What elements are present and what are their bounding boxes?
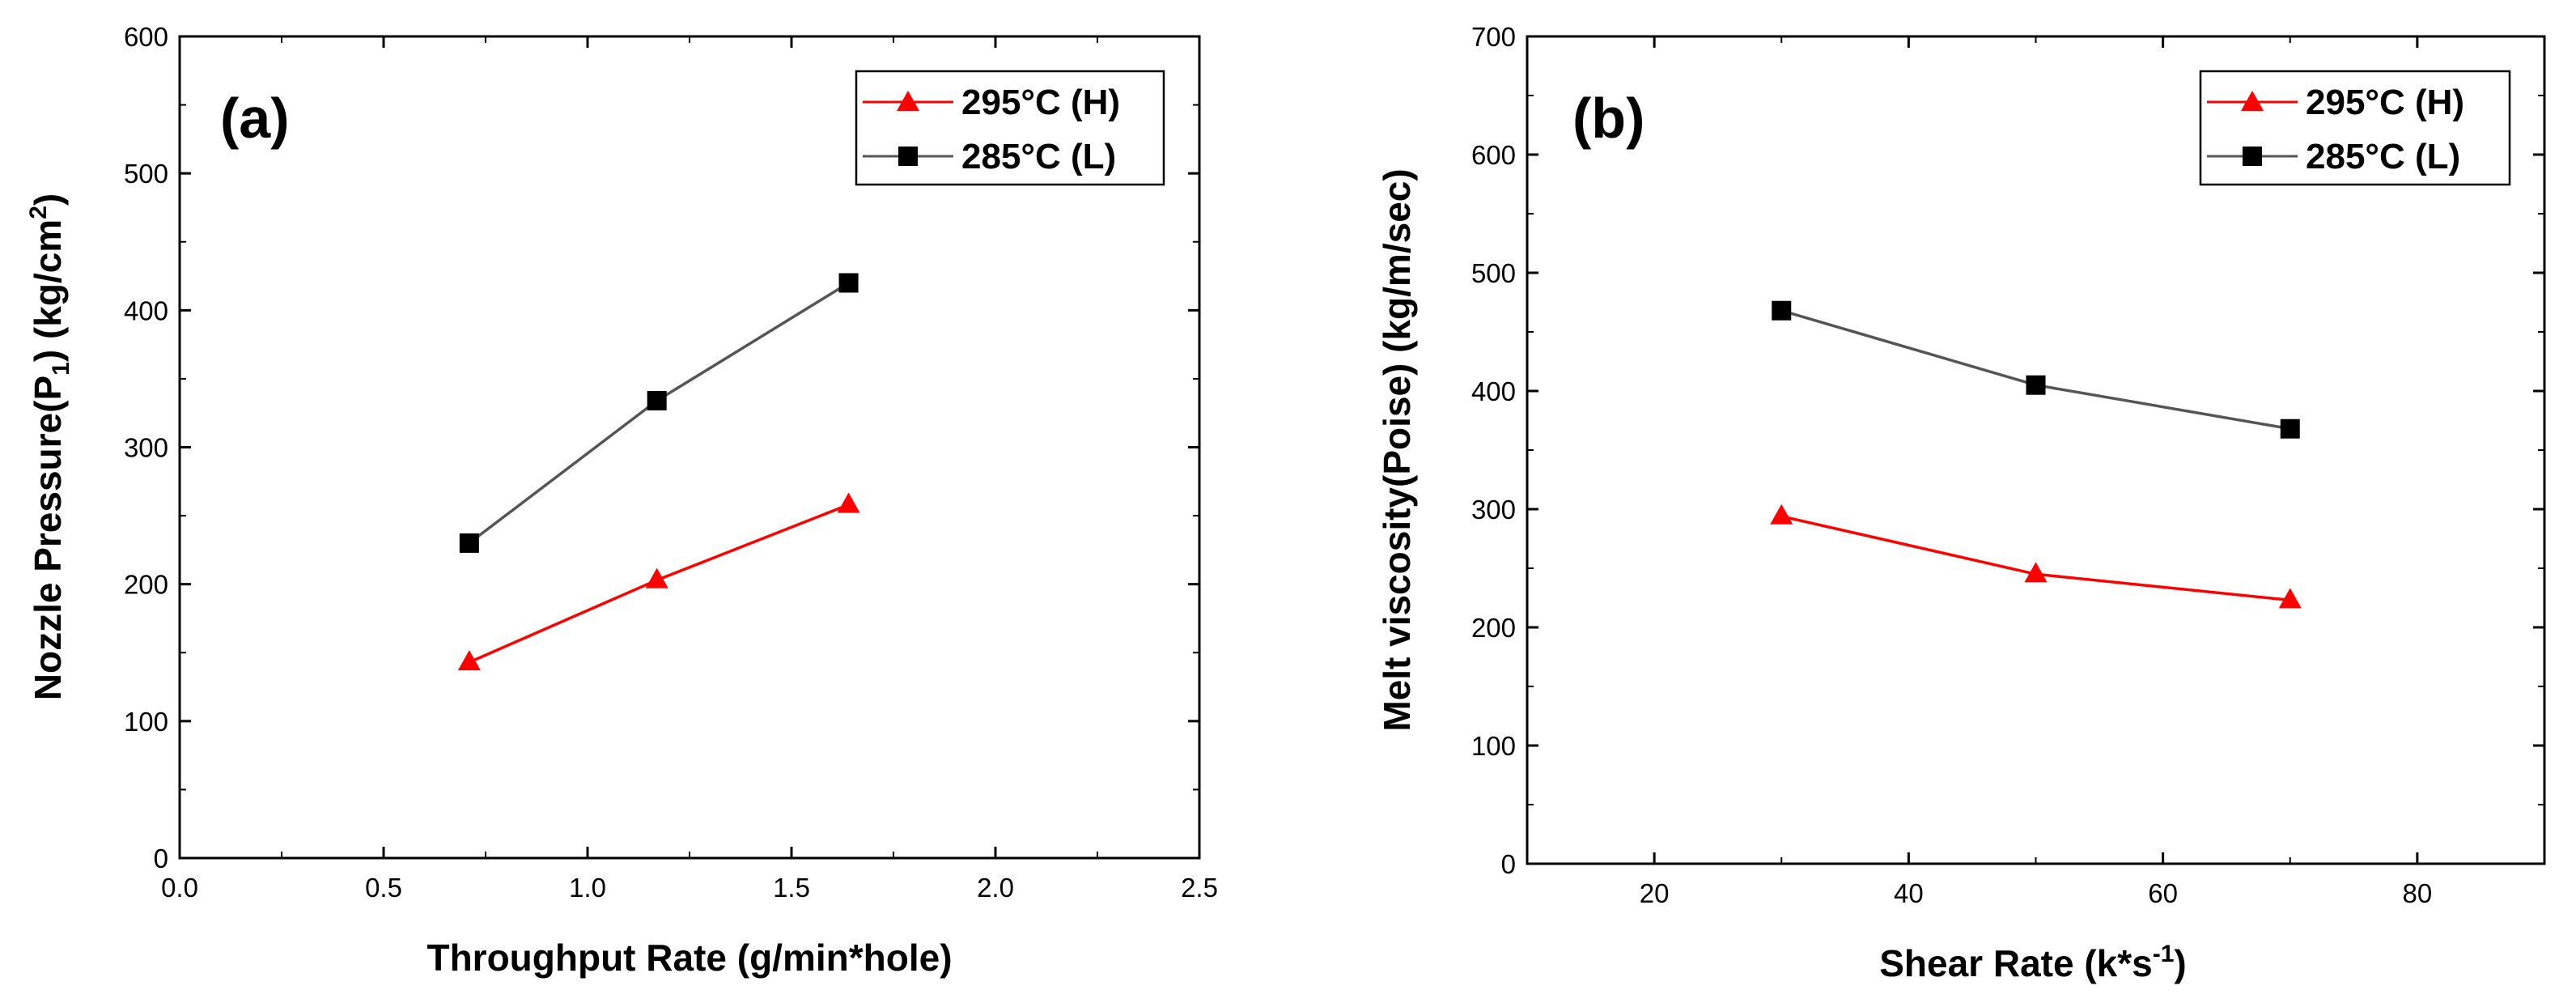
legend-a: 295°C (H) 285°C (L)	[855, 70, 1165, 186]
series-line-b-1	[1780, 309, 2291, 431]
y-tick-label: 600	[1471, 140, 1516, 170]
y-tick-label: 700	[1471, 22, 1516, 52]
y-axis-title-a-sub: 1	[48, 362, 74, 376]
data-point-square	[1772, 300, 1792, 321]
y-tick-label: 300	[124, 433, 168, 463]
data-point-triangle	[1770, 504, 1793, 525]
legend-marker-square-b	[2243, 147, 2262, 166]
x-axis-title-b-sup: -1	[2153, 941, 2175, 967]
panel-label-b: (b)	[1572, 87, 1644, 150]
x-tick-label: 2.0	[977, 873, 1014, 903]
legend-label-285-a: 285°C (L)	[961, 137, 1116, 176]
chart-panel-a: 0.0 0.5 1.0 1.5 2.0 2.5 0 100 200 300 400 500 600 (a…	[25, 22, 1218, 979]
legend-label-295-b: 295°C (H)	[2306, 83, 2464, 122]
ticks-a: 0.0 0.5 1.0 1.5 2.0 2.5 0 100 200 300 400 500 600	[124, 22, 1218, 903]
x-tick-label: 1.5	[773, 873, 810, 903]
data-point-square	[647, 390, 667, 410]
y-axis-title-a: Nozzle Pressure(P1) (kg/cm2)	[25, 193, 74, 700]
y-tick-label: 100	[124, 707, 168, 737]
series-layer-b	[1770, 300, 2302, 609]
y-tick-label: 0	[1501, 849, 1516, 879]
y-tick-label: 200	[124, 570, 168, 600]
y-tick-label: 300	[1471, 495, 1516, 525]
panel-label-a: (a)	[220, 87, 290, 150]
x-axis-title-b-end: )	[2174, 942, 2186, 984]
y-tick-label: 400	[1471, 376, 1516, 406]
legend-marker-triangle-b	[2241, 91, 2264, 111]
y-axis-title-a-main: Nozzle Pressure(P	[27, 376, 69, 700]
data-point-square	[2026, 375, 2046, 395]
y-tick-label: 600	[124, 22, 168, 52]
x-tick-label: 0.5	[365, 873, 402, 903]
series-line-b-0	[1780, 515, 2290, 602]
y-axis-title-a-sup: 2	[25, 206, 52, 219]
data-point-triangle	[645, 567, 668, 588]
y-tick-label: 400	[124, 295, 168, 325]
legend-label-285-b: 285°C (L)	[2306, 137, 2460, 176]
x-axis-title-b: Shear Rate (k*s-1)	[1879, 941, 2187, 984]
data-point-triangle	[2278, 588, 2302, 609]
chart-panel-b: 20 40 60 80 0 100 200 300 400 500 600 700 (b) 295°C…	[1376, 22, 2546, 984]
y-axis-title-a-tail: ) (kg/cm	[27, 219, 69, 362]
data-point-square	[838, 273, 859, 293]
x-tick-label: 2.5	[1181, 873, 1218, 903]
y-tick-label: 500	[124, 159, 168, 189]
y-tick-label: 100	[1471, 731, 1516, 761]
data-point-square	[2280, 419, 2300, 439]
legend-marker-square-a	[898, 147, 918, 166]
y-axis-title-b: Melt viscosity(Poise) (kg/m/sec)	[1376, 168, 1418, 731]
ticks-b: 20 40 60 80 0 100 200 300 400 500 600 700	[1471, 22, 2544, 908]
x-tick-label: 40	[1894, 878, 1924, 908]
y-axis-title-a-end: )	[27, 193, 69, 206]
x-tick-label: 20	[1640, 878, 1670, 908]
y-tick-label: 200	[1471, 613, 1516, 643]
x-tick-label: 60	[2148, 878, 2178, 908]
x-axis-title-a: Throughput Rate (g/min*hole)	[427, 937, 952, 979]
series-line-a-1	[468, 282, 850, 545]
x-tick-label: 1.0	[569, 873, 606, 903]
data-point-square	[459, 533, 479, 553]
series-layer-a	[457, 273, 860, 671]
y-tick-label: 0	[154, 843, 168, 873]
data-point-triangle	[837, 492, 860, 513]
data-point-triangle	[457, 650, 481, 671]
legend-marker-triangle-a	[897, 91, 919, 111]
x-tick-label: 80	[2403, 878, 2433, 908]
data-point-triangle	[2024, 562, 2048, 583]
legend-b: 295°C (H) 285°C (L)	[2199, 70, 2511, 186]
y-tick-label: 500	[1471, 258, 1516, 288]
x-tick-label: 0.0	[161, 873, 198, 903]
legend-label-295-a: 295°C (H)	[961, 83, 1120, 122]
x-axis-title-b-main: Shear Rate (k*s	[1879, 942, 2153, 984]
